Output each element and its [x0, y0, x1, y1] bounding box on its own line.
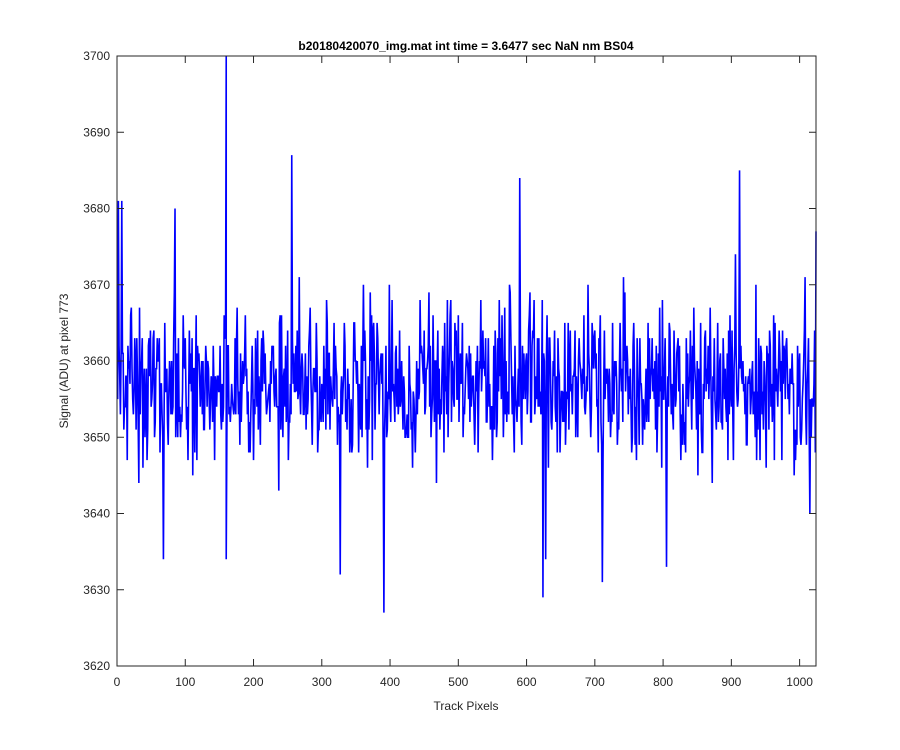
y-tick-label: 3680	[83, 202, 110, 216]
x-tick-label: 200	[244, 675, 264, 689]
x-tick-label: 800	[653, 675, 673, 689]
x-tick-label: 600	[517, 675, 537, 689]
y-tick-label: 3640	[83, 507, 110, 521]
series-layer	[116, 55, 817, 613]
x-tick-label: 500	[448, 675, 468, 689]
series-line	[116, 55, 817, 613]
y-tick-label: 3630	[83, 583, 110, 597]
y-tick-label: 3700	[83, 49, 110, 63]
x-tick-label: 100	[175, 675, 195, 689]
x-axis-label: Track Pixels	[434, 699, 499, 713]
x-axis: 0 100 200 300 400 500 600 700 800 900 1000	[114, 56, 813, 689]
y-tick-label: 3670	[83, 278, 110, 292]
y-tick-label: 3620	[83, 659, 110, 673]
x-tick-label: 0	[114, 675, 121, 689]
x-tick-label: 900	[721, 675, 741, 689]
y-axis-label: Signal (ADU) at pixel 773	[57, 293, 71, 428]
y-tick-label: 3650	[83, 430, 110, 444]
x-tick-label: 300	[312, 675, 332, 689]
y-tick-label: 3660	[83, 354, 110, 368]
x-tick-label: 700	[585, 675, 605, 689]
x-tick-label: 1000	[786, 675, 813, 689]
chart-title: b20180420070_img.mat int time = 3.6477 s…	[298, 39, 634, 53]
y-axis: 3620 3630 3640 3650 3660 3670 3680 3690 3700	[83, 49, 816, 673]
x-tick-label: 400	[380, 675, 400, 689]
y-tick-label: 3690	[83, 125, 110, 139]
